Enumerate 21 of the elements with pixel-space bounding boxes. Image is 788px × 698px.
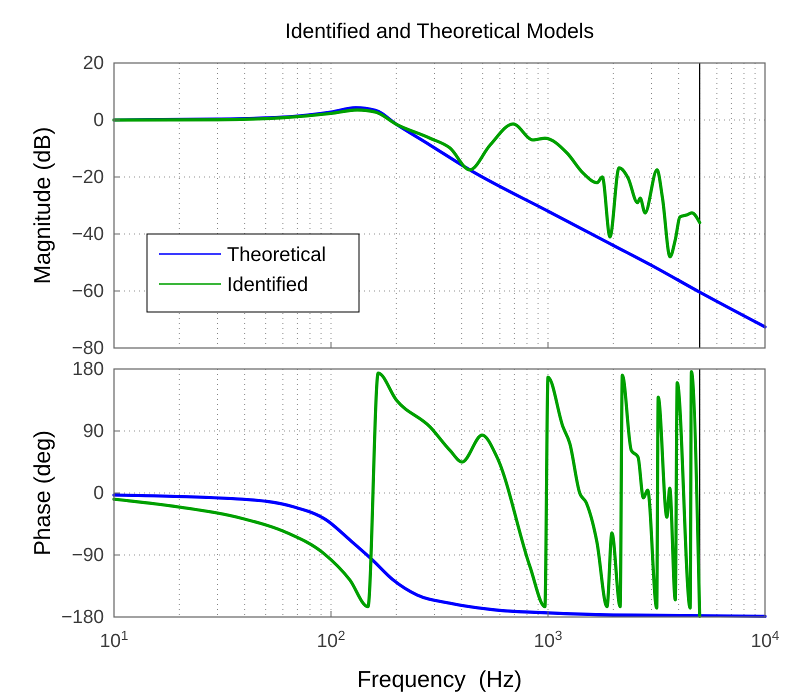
y-axis-title: Magnitude (dB) <box>29 126 55 284</box>
legend-label: Identified <box>227 274 308 296</box>
y-tick-label: 180 <box>72 359 104 380</box>
x-tick-label: 10$^{2}$ <box>316 628 346 652</box>
y-tick-label: 90 <box>82 421 104 442</box>
y-axis-title: Phase (deg) <box>29 430 55 556</box>
y-tick-label: −20 <box>72 167 104 188</box>
y-tick-label: −90 <box>72 545 104 566</box>
y-tick-label: −180 <box>61 607 104 628</box>
chart-title: Identified and Theoretical Models <box>285 20 594 43</box>
y-tick-label: 20 <box>82 53 104 74</box>
x-tick-label: 10$^{3}$ <box>534 628 562 652</box>
x-axis-title: Frequency (Hz) <box>357 666 522 692</box>
y-tick-label: 0 <box>93 110 104 132</box>
y-tick-label: −60 <box>72 281 104 302</box>
x-tick-label: 10$^{4}$ <box>750 628 780 652</box>
y-tick-label: −40 <box>72 224 104 246</box>
x-tick-label: 10$^{1}$ <box>100 628 128 652</box>
legend-label: Theoretical <box>227 244 326 266</box>
y-tick-label: −80 <box>72 338 104 360</box>
y-tick-label: 0 <box>93 483 104 504</box>
